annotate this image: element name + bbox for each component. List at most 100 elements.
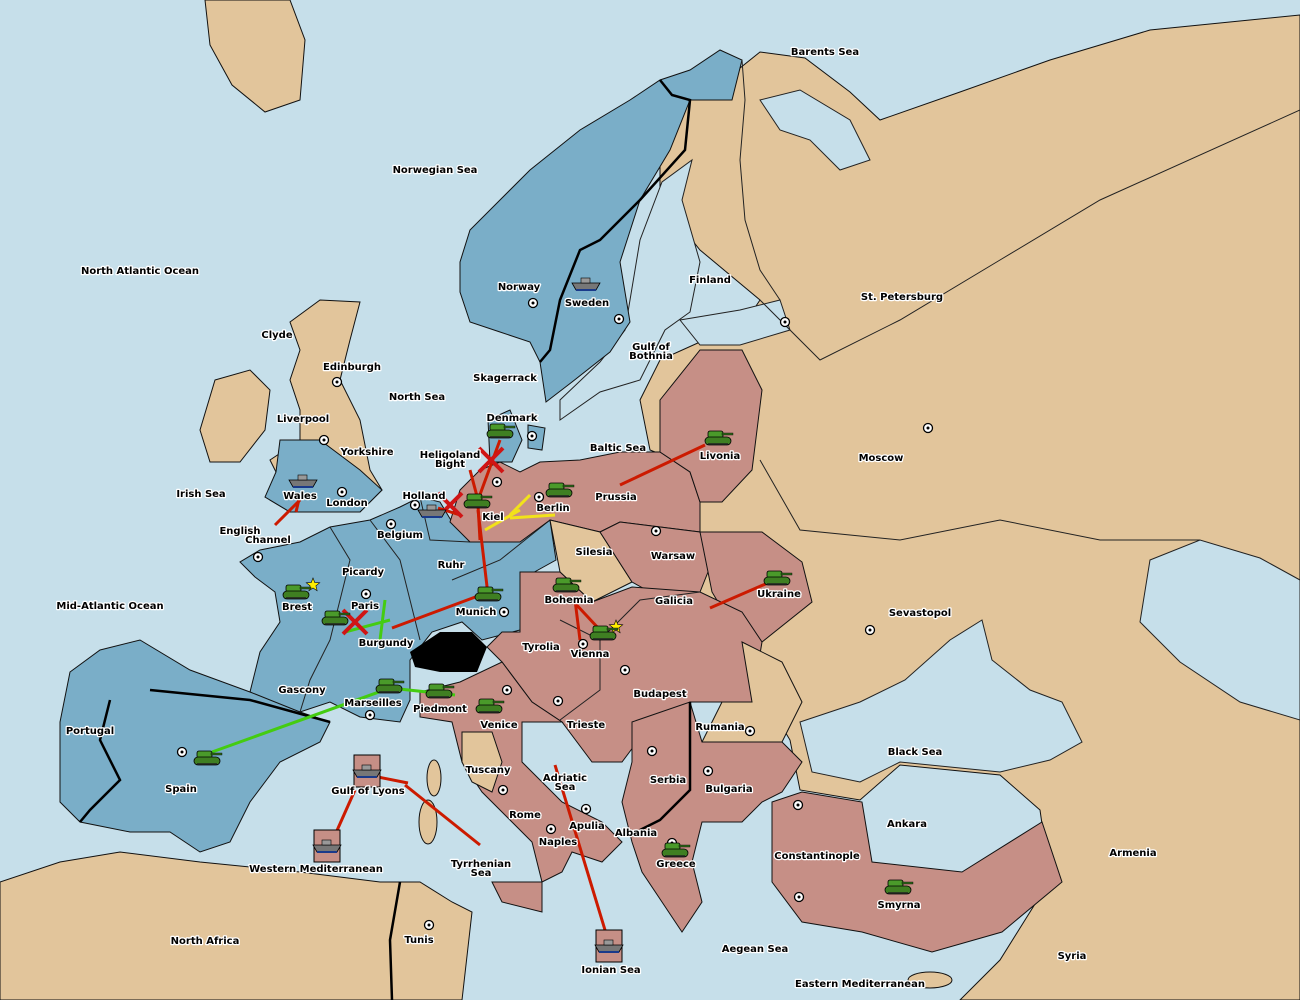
province-label: Marseilles (344, 698, 401, 709)
army-icon[interactable] (589, 625, 619, 641)
province-label: Sevastopol (889, 608, 951, 619)
province-label: Kiel (482, 512, 503, 523)
supply-center-dot (783, 320, 787, 324)
supply-center-dot (180, 750, 184, 754)
fleet-icon[interactable] (594, 939, 624, 953)
province-label: Prussia (595, 492, 636, 503)
border-serbia (639, 702, 692, 832)
province-label: North Atlantic Ocean (81, 266, 199, 277)
convoy-order-line (211, 686, 391, 754)
move-order-arrow (294, 494, 302, 513)
border-portugal (79, 699, 122, 823)
province-turkey[interactable] (771, 791, 1063, 953)
supply-center-dot (502, 610, 506, 614)
army-icon[interactable] (545, 482, 575, 498)
failed-order-x-icon (477, 446, 505, 474)
province-livonia[interactable] (659, 349, 763, 503)
province-label: Denmark (487, 413, 538, 424)
move-order-arrow (553, 764, 607, 931)
province-label: Tuscany (465, 765, 511, 776)
province-warsaw[interactable] (599, 521, 713, 593)
border-stp-moscow (759, 109, 1300, 361)
switzerland-impassable (410, 632, 487, 672)
border-tunis (388, 881, 402, 1000)
supply-center-dot (505, 688, 509, 692)
support-order-line (508, 493, 532, 517)
province-label: Serbia (650, 775, 686, 786)
province-label: Picardy (342, 567, 385, 578)
army-icon[interactable] (704, 430, 734, 446)
province-label: Vienna (571, 649, 610, 660)
supply-center-dot (549, 827, 553, 831)
army-icon[interactable] (425, 683, 455, 699)
province-label: Venice (480, 720, 517, 731)
supply-center-dot (531, 301, 535, 305)
army-icon[interactable] (463, 493, 493, 509)
province-label: Smyrna (878, 900, 921, 911)
province-label: Barents Sea (791, 47, 859, 58)
province-label: Portugal (66, 726, 114, 737)
province-label: Armenia (1109, 848, 1156, 859)
border-trieste (559, 640, 601, 721)
move-order-arrow (273, 498, 302, 527)
province-label: Ukraine (757, 589, 801, 600)
province-label: Rome (509, 810, 541, 821)
province-label: Norway (498, 282, 541, 293)
star-icon (305, 577, 321, 592)
province-label: Tyrrhenian (451, 859, 511, 870)
fleet-icon[interactable] (417, 504, 447, 518)
caspian-sea (1139, 539, 1300, 721)
province-tuscany[interactable] (461, 731, 503, 793)
province-iberia[interactable] (59, 639, 331, 853)
fleet-icon[interactable] (571, 277, 601, 291)
province-label: Aegean Sea (722, 944, 789, 955)
army-icon[interactable] (661, 842, 691, 858)
army-icon[interactable] (321, 610, 351, 626)
province-label: Skagerrack (473, 373, 537, 384)
army-icon[interactable] (884, 879, 914, 895)
province-label: Finland (689, 275, 731, 286)
army-icon[interactable] (475, 698, 505, 714)
supply-center-dot (413, 503, 417, 507)
border-munich (451, 519, 551, 581)
supply-center-dot (530, 434, 534, 438)
army-icon[interactable] (552, 577, 582, 593)
province-label: Syria (1058, 951, 1087, 962)
province-label: Heligoland (420, 450, 481, 461)
province-label: London (326, 498, 368, 509)
supply-center-dot (340, 490, 344, 494)
province-label: Sea (555, 782, 576, 793)
army-icon[interactable] (375, 678, 405, 694)
black-sea[interactable] (799, 619, 1083, 783)
province-label: Brest (282, 602, 312, 613)
province-wales-london[interactable] (264, 439, 383, 513)
supply-center-dot (654, 529, 658, 533)
units-layer (193, 277, 914, 963)
supply-center-dot (335, 380, 339, 384)
move-order-arrow (404, 783, 481, 847)
province-balkans[interactable] (621, 701, 803, 933)
province-label: Constantinople (774, 851, 860, 862)
fleet-icon[interactable] (288, 474, 318, 488)
province-label: English (219, 526, 260, 537)
move-order-arrow (391, 594, 479, 630)
supply-centers (176, 297, 934, 931)
supply-center-dot (427, 923, 431, 927)
fleet-icon[interactable] (352, 764, 382, 778)
army-icon[interactable] (763, 570, 793, 586)
province-label: Munich (456, 607, 497, 618)
army-icon[interactable] (193, 750, 223, 766)
province-label: Trieste (567, 720, 606, 731)
province-norway-sweden[interactable] (459, 49, 743, 403)
supply-center-dot (495, 480, 499, 484)
army-icon[interactable] (474, 586, 504, 602)
army-icon[interactable] (282, 584, 312, 600)
province-russia-neutral[interactable] (639, 14, 1300, 1000)
province-label: Rumania (695, 722, 744, 733)
fleet-icon[interactable] (312, 839, 342, 853)
army-icon[interactable] (486, 423, 516, 439)
province-label: Greece (656, 859, 696, 870)
supply-center-dot (584, 807, 588, 811)
